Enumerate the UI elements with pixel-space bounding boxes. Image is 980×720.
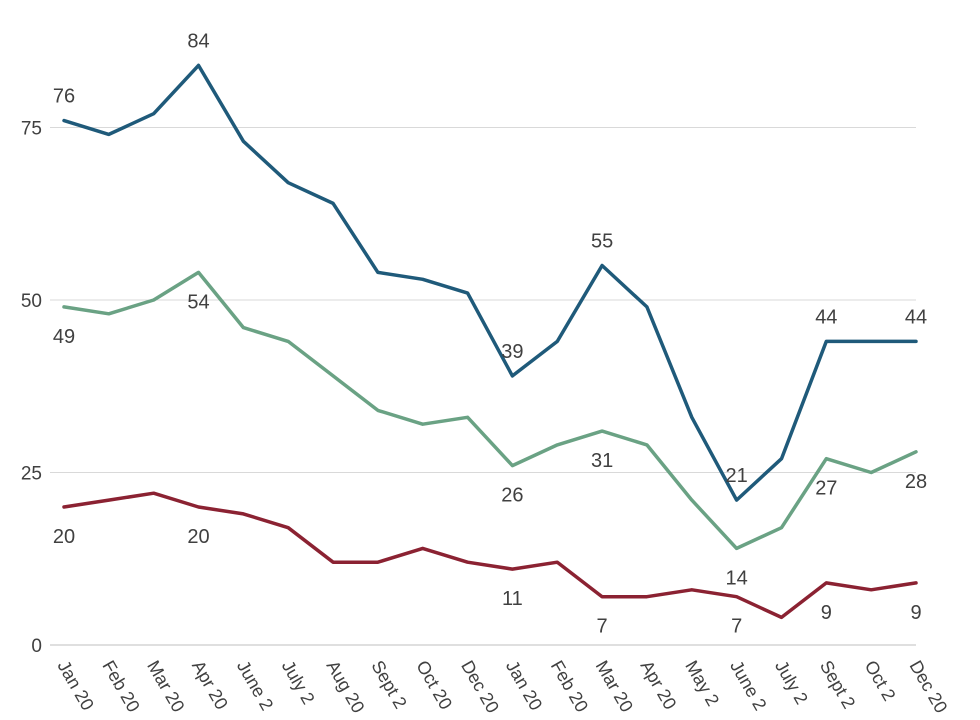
data-label: 54: [187, 291, 209, 313]
data-label: 26: [501, 485, 523, 507]
x-tick-label: Jan 20: [54, 657, 98, 714]
x-tick-label: July 2: [278, 657, 319, 708]
x-tick-label: July 2: [771, 657, 812, 708]
data-label: 20: [53, 526, 75, 548]
x-tick-label: Sept 2: [816, 657, 859, 712]
data-label: 20: [187, 526, 209, 548]
x-tick-label: Mar 20: [143, 657, 188, 716]
data-label: 9: [821, 602, 832, 624]
data-label: 84: [187, 30, 209, 52]
y-tick-label: 75: [21, 119, 42, 140]
data-labels: 76 84 39 55 21 44 44 49 54 26 31 14 27 28 20 20 11 7 7 9 9: [53, 30, 927, 637]
data-label: 31: [591, 450, 613, 472]
x-tick-label: Dec 20: [906, 657, 952, 716]
x-tick-label: Sept 2: [367, 657, 410, 712]
data-label: 14: [726, 567, 748, 589]
x-tick-label: June 2: [726, 657, 770, 714]
gridlines: [50, 127, 916, 646]
x-tick-label: Mar 20: [592, 657, 637, 716]
data-label: 76: [53, 86, 75, 108]
x-tick-label: Feb 20: [547, 657, 592, 716]
x-tick-label: Apr 20: [636, 657, 680, 713]
x-axis-ticks: Jan 20 Feb 20 Mar 20 Apr 20 June 2 July 2 Aug …: [54, 657, 952, 716]
x-tick-label: May 2: [681, 657, 723, 709]
data-label: 44: [905, 306, 927, 328]
data-label: 7: [731, 616, 742, 638]
data-label: 7: [597, 616, 608, 638]
y-axis-ticks: 0 25 50 75: [21, 119, 42, 658]
x-tick-label: June 2: [233, 657, 277, 714]
x-tick-label: Oct 20: [412, 657, 456, 713]
x-tick-label: Apr 20: [188, 657, 232, 713]
data-label: 11: [502, 588, 523, 610]
y-tick-label: 0: [31, 636, 42, 657]
series-line-3: [62, 491, 918, 620]
data-label: 28: [905, 471, 927, 493]
series-line-1: [62, 63, 918, 502]
data-label: 44: [815, 306, 837, 328]
x-tick-label: Aug 20: [323, 657, 369, 716]
series-line-2: [62, 270, 918, 551]
x-tick-label: Dec 20: [457, 657, 503, 716]
y-tick-label: 50: [21, 291, 42, 312]
data-label: 27: [815, 478, 837, 500]
x-tick-label: Jan 20: [502, 657, 546, 714]
series-lines: [62, 63, 918, 620]
x-tick-label: Oct 2: [861, 657, 900, 704]
data-label: 49: [53, 326, 75, 348]
data-label: 39: [501, 341, 523, 363]
y-tick-label: 25: [21, 464, 42, 485]
x-tick-label: Feb 20: [98, 657, 143, 716]
data-label: 55: [591, 231, 613, 253]
data-label: 9: [910, 602, 921, 624]
data-label: 21: [726, 465, 748, 487]
